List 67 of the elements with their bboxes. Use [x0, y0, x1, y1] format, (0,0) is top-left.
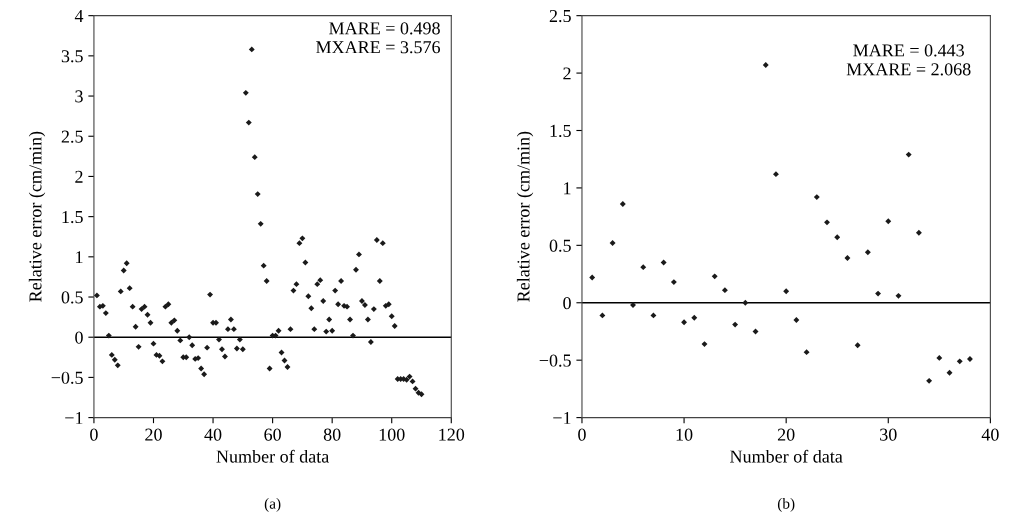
x-tick-label: 0: [90, 428, 98, 441]
point: [589, 274, 596, 281]
text: (a): [264, 497, 281, 512]
point: [783, 288, 790, 295]
point: [905, 151, 912, 158]
point: [742, 299, 749, 306]
x-tick-label: 80: [323, 428, 341, 441]
point: [813, 194, 820, 201]
point: [834, 234, 841, 241]
y-tick-label: 2.5: [549, 9, 571, 23]
y-tick-label: 0: [75, 331, 83, 344]
y-tick-label: −1: [553, 411, 571, 424]
point: [640, 264, 647, 271]
point: [895, 292, 902, 299]
x-tick-label: 30: [880, 428, 897, 441]
x-tick-label: 100: [379, 428, 405, 441]
x-tick-label: 120: [439, 428, 465, 441]
point: [732, 321, 739, 328]
x-axis-title: Number of data: [730, 449, 843, 463]
y-tick-label: −0.5: [539, 354, 571, 367]
point: [946, 369, 953, 376]
x-tick-label: 20: [145, 428, 162, 441]
y-tick-label: 2.5: [61, 130, 83, 143]
y-tick-label: 0: [563, 297, 571, 310]
point: [803, 349, 810, 356]
point: [609, 240, 616, 246]
point: [793, 317, 800, 323]
y-tick-label: −0.5: [51, 371, 83, 384]
point: [660, 259, 667, 266]
x-tick-label: 40: [981, 428, 999, 441]
point: [936, 354, 943, 361]
point: [854, 342, 861, 349]
x-tick-label: 0: [578, 428, 586, 441]
annotation: MARE = 0.498 MXARE = 3.576: [316, 22, 441, 54]
point: [670, 279, 677, 286]
x-tick-label: 60: [264, 428, 281, 441]
x-tick-label: 10: [676, 428, 693, 441]
x-tick-label: 20: [777, 428, 795, 441]
y-axis-title: Relative error (cm/min): [516, 131, 534, 302]
x-axis-title: Number of data: [216, 449, 330, 463]
point: [915, 229, 922, 236]
point: [864, 249, 871, 256]
point: [875, 290, 882, 297]
y-axis-title: Relative error (cm/min): [28, 131, 46, 302]
y-tick-label: 1: [76, 251, 83, 264]
point: [681, 319, 688, 326]
y-tick-label: 1.5: [550, 124, 571, 138]
point: [844, 255, 851, 261]
y-tick-label: 3: [75, 90, 83, 103]
y-tick-label: 1: [564, 182, 571, 195]
point: [824, 219, 830, 226]
x-tick-label: 40: [204, 428, 222, 441]
y-tick-label: 4: [74, 10, 84, 22]
point: [956, 358, 963, 365]
y-tick-label: 3.5: [61, 50, 83, 63]
point: [773, 171, 779, 178]
point: [619, 201, 626, 207]
y-tick-label: −1: [65, 411, 83, 424]
y-tick-label: 2: [75, 170, 83, 183]
y-tick-label: 0.5: [61, 291, 83, 304]
y-tick-label: 1.5: [62, 210, 83, 224]
point: [701, 341, 708, 348]
point: [762, 62, 769, 68]
y-tick-label: 2: [563, 67, 571, 80]
y-tick-label: 0.5: [549, 239, 571, 252]
text: (b): [777, 497, 795, 512]
annotation: MARE = 0.443 MXARE = 2.068: [846, 44, 971, 76]
